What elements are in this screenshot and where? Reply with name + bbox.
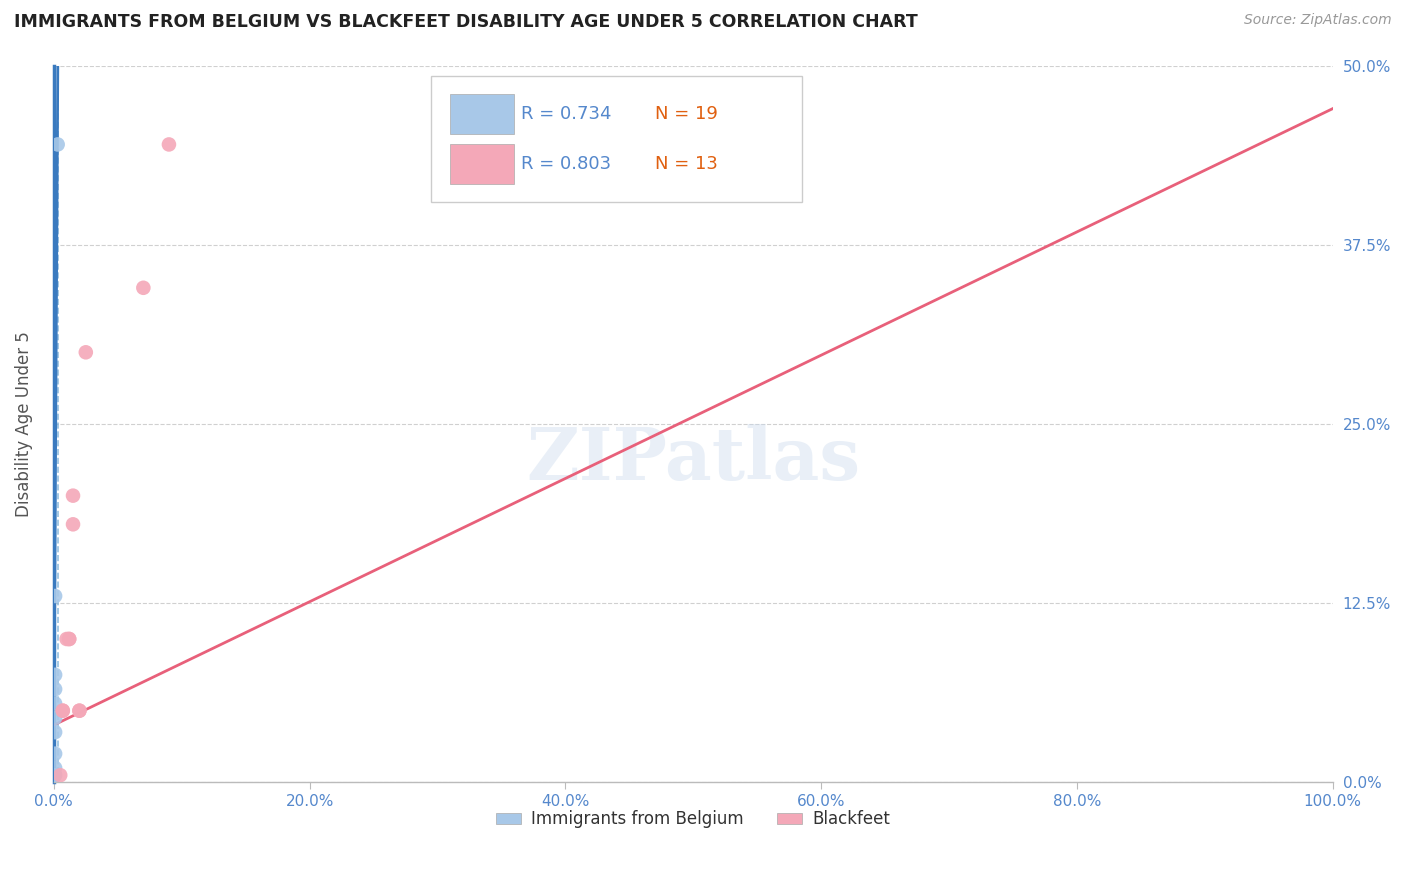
Point xyxy=(52,704,75,718)
Point xyxy=(44,668,66,682)
Point xyxy=(44,768,66,782)
Point xyxy=(67,704,90,718)
FancyBboxPatch shape xyxy=(432,77,801,202)
Point xyxy=(44,761,66,775)
Point xyxy=(132,281,155,295)
Point xyxy=(62,489,84,503)
Text: R = 0.803: R = 0.803 xyxy=(520,155,610,173)
Y-axis label: Disability Age Under 5: Disability Age Under 5 xyxy=(15,331,32,516)
FancyBboxPatch shape xyxy=(450,95,515,134)
Point xyxy=(58,632,80,646)
Point xyxy=(52,704,75,718)
Point xyxy=(44,725,66,739)
Text: N = 19: N = 19 xyxy=(655,104,718,122)
Point xyxy=(44,747,66,761)
FancyBboxPatch shape xyxy=(450,145,515,184)
Point xyxy=(62,517,84,532)
Text: Source: ZipAtlas.com: Source: ZipAtlas.com xyxy=(1244,13,1392,28)
Point xyxy=(44,768,66,782)
Point xyxy=(46,137,69,152)
Text: R = 0.734: R = 0.734 xyxy=(520,104,612,122)
Point xyxy=(49,768,72,782)
Point xyxy=(44,682,66,697)
Legend: Immigrants from Belgium, Blackfeet: Immigrants from Belgium, Blackfeet xyxy=(489,804,897,835)
Point xyxy=(44,768,66,782)
Point xyxy=(44,768,66,782)
Point xyxy=(44,768,66,782)
Point xyxy=(44,711,66,725)
Point xyxy=(157,137,180,152)
Point xyxy=(44,768,66,782)
Text: N = 13: N = 13 xyxy=(655,155,718,173)
Point xyxy=(44,768,66,782)
Point xyxy=(44,768,66,782)
Point xyxy=(44,697,66,711)
Point xyxy=(55,632,77,646)
Text: IMMIGRANTS FROM BELGIUM VS BLACKFEET DISABILITY AGE UNDER 5 CORRELATION CHART: IMMIGRANTS FROM BELGIUM VS BLACKFEET DIS… xyxy=(14,13,918,31)
Point xyxy=(44,768,66,782)
Point xyxy=(58,632,80,646)
Text: ZIPatlas: ZIPatlas xyxy=(526,425,860,495)
Point xyxy=(75,345,97,359)
Point xyxy=(44,768,66,782)
Point xyxy=(44,589,66,603)
Point xyxy=(67,704,90,718)
